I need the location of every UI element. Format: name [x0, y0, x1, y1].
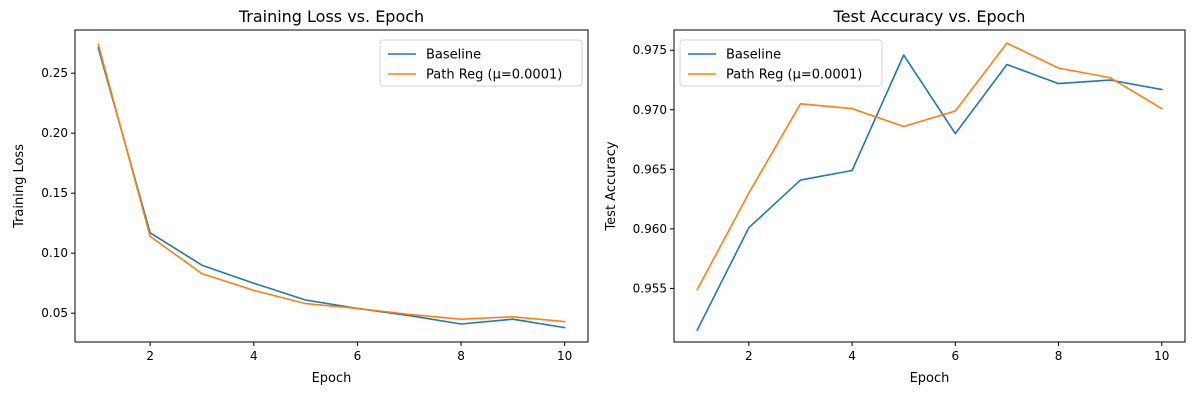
- chart-title: Test Accuracy vs. Epoch: [833, 7, 1026, 26]
- series-line-path-reg: [97, 43, 566, 323]
- legend-box: [379, 39, 583, 87]
- x-tick-label: 8: [457, 349, 465, 363]
- x-axis-label: Epoch: [312, 371, 352, 386]
- y-axis-label: Training Loss: [12, 144, 27, 229]
- series-line-path-reg: [696, 42, 1163, 291]
- y-tick-label: 0.960: [633, 222, 667, 236]
- x-tick-label: 10: [557, 349, 572, 363]
- series-line-baseline: [696, 54, 1163, 332]
- test-accuracy-chart: Test Accuracy vs. Epoch 2 4 6 8 10 0.955 0.960 0…: [604, 7, 1186, 386]
- legend-label: Baseline: [426, 48, 481, 63]
- legend-label: Path Reg (μ=0.0001): [426, 68, 562, 83]
- y-tick-label: 0.970: [633, 103, 667, 117]
- y-axis-label: Test Accuracy: [604, 141, 619, 231]
- plot-area-frame: [673, 29, 1186, 343]
- x-tick-label: 4: [250, 349, 258, 363]
- training-loss-chart: Training Loss vs. Epoch 2 4 6 8 10 0.05 0.10 0.1…: [12, 7, 589, 386]
- x-tick-label: 10: [1154, 349, 1169, 363]
- legend: Baseline Path Reg (μ=0.0001): [379, 39, 583, 87]
- y-tick-label: 0.10: [41, 246, 68, 260]
- chart-title: Training Loss vs. Epoch: [238, 7, 424, 26]
- plot-area-frame: [74, 29, 589, 343]
- legend: Baseline Path Reg (μ=0.0001): [679, 39, 883, 87]
- x-tick-label: 6: [354, 349, 362, 363]
- legend-box: [679, 39, 883, 87]
- x-tick-label: 2: [745, 349, 753, 363]
- y-tick-label: 0.965: [633, 162, 667, 176]
- series-line-baseline: [97, 47, 566, 329]
- x-tick-label: 2: [146, 349, 154, 363]
- y-tick-label: 0.15: [41, 186, 68, 200]
- legend-label: Path Reg (μ=0.0001): [726, 68, 862, 83]
- y-tick-label: 0.975: [633, 43, 667, 57]
- x-tick-label: 6: [951, 349, 959, 363]
- legend-label: Baseline: [726, 48, 781, 63]
- y-tick-label: 0.20: [41, 126, 68, 140]
- x-tick-label: 4: [848, 349, 856, 363]
- x-tick-label: 8: [1055, 349, 1063, 363]
- y-tick-label: 0.955: [633, 281, 667, 295]
- y-tick-label: 0.05: [41, 306, 68, 320]
- y-tick-label: 0.25: [41, 66, 68, 80]
- x-axis-label: Epoch: [910, 371, 950, 386]
